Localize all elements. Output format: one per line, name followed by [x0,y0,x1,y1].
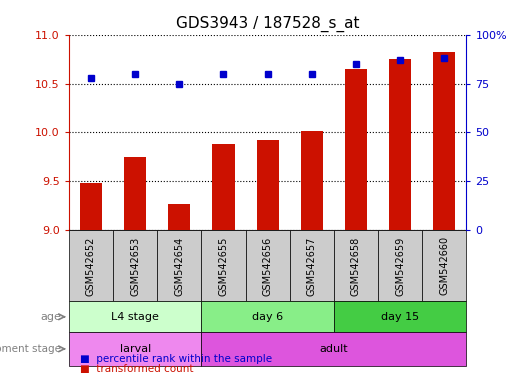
Bar [213,144,234,230]
Text: day 15: day 15 [381,312,419,322]
Text: ■  transformed count: ■ transformed count [80,364,193,374]
Bar [422,230,466,301]
Text: ■  percentile rank within the sample: ■ percentile rank within the sample [80,354,271,364]
Text: GSM542654: GSM542654 [174,236,184,296]
Bar [80,184,102,230]
Text: larval: larval [120,344,151,354]
Text: age: age [40,312,61,322]
Text: GSM542657: GSM542657 [307,236,317,296]
Text: development stage: development stage [0,344,61,354]
Bar [389,59,411,230]
Bar [334,230,378,301]
Bar [201,230,245,301]
Text: GSM542658: GSM542658 [351,236,361,296]
Bar [157,230,201,301]
Bar [201,332,466,366]
Bar [245,230,290,301]
Bar [434,52,455,230]
Bar [301,131,323,230]
Text: GSM542653: GSM542653 [130,236,140,296]
Text: L4 stage: L4 stage [111,312,159,322]
Bar [69,230,113,301]
Bar [378,230,422,301]
Bar [345,69,367,230]
Text: adult: adult [320,344,348,354]
Text: GSM542660: GSM542660 [439,237,449,295]
Text: GSM542659: GSM542659 [395,236,405,296]
Bar [113,230,157,301]
Text: GSM542655: GSM542655 [218,236,228,296]
Title: GDS3943 / 187528_s_at: GDS3943 / 187528_s_at [176,16,359,32]
Bar [334,301,466,332]
Bar [290,230,334,301]
Text: day 6: day 6 [252,312,283,322]
Bar [69,301,201,332]
Bar [124,157,146,230]
Bar [69,332,201,366]
Bar [201,301,334,332]
Text: GSM542656: GSM542656 [263,236,272,296]
Bar [257,140,279,230]
Text: GSM542652: GSM542652 [86,236,96,296]
Bar [168,204,190,230]
